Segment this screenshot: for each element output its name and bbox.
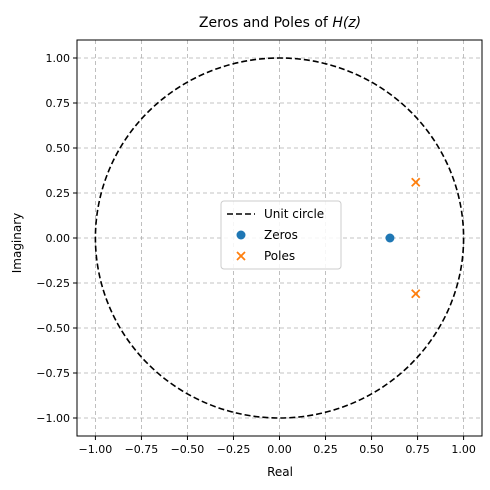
- x-tick-label: −0.75: [125, 443, 159, 456]
- x-tick-label: 0.00: [267, 443, 292, 456]
- marker-stroke: [236, 251, 246, 261]
- y-tick-label: 0.50: [46, 142, 71, 155]
- chart-title: Zeros and Poles of H(z): [199, 15, 361, 31]
- x-tick-label: 1.00: [451, 443, 476, 456]
- x-tick-label: −0.50: [171, 443, 205, 456]
- x-tick-label: −0.25: [217, 443, 251, 456]
- x-axis-label: Real: [267, 465, 293, 479]
- legend-poles-swatch: [236, 251, 246, 261]
- y-tick-label: 1.00: [46, 52, 71, 65]
- x-tick-label: −1.00: [79, 443, 113, 456]
- y-tick-label: 0.00: [46, 232, 71, 245]
- unit-circle-line: [94, 57, 465, 419]
- legend-label: Zeros: [264, 228, 298, 242]
- legend-box: [220, 200, 342, 270]
- pole-marker: [411, 289, 421, 299]
- zero-marker: [385, 233, 395, 243]
- y-tick-label: −0.50: [36, 322, 70, 335]
- data-marks: [385, 177, 421, 299]
- y-axis-label: Imaginary: [10, 213, 24, 274]
- x-tick-label: 0.50: [359, 443, 384, 456]
- y-tick-label: 0.75: [46, 97, 71, 110]
- legend-label: Poles: [264, 249, 295, 263]
- x-tick-label: 0.75: [405, 443, 430, 456]
- pole-marker: [411, 177, 421, 187]
- legend-label: Unit circle: [264, 207, 324, 221]
- axis-ticks: −1.00 −0.75 −0.50 −0.25 0.00 0.25 0.50 0.75 1.00…: [36, 52, 476, 456]
- y-tick-label: 0.25: [46, 187, 71, 200]
- y-tick-label: −0.75: [36, 367, 70, 380]
- marker-stroke: [411, 289, 421, 299]
- x-tick-label: 0.25: [313, 443, 338, 456]
- y-tick-label: −1.00: [36, 412, 70, 425]
- unit-circle-layer: [94, 57, 465, 419]
- legend-zeros-swatch: [236, 230, 246, 240]
- legend: Unit circle Zeros Poles: [220, 200, 342, 270]
- marker-stroke: [411, 177, 421, 187]
- y-tick-label: −0.25: [36, 277, 70, 290]
